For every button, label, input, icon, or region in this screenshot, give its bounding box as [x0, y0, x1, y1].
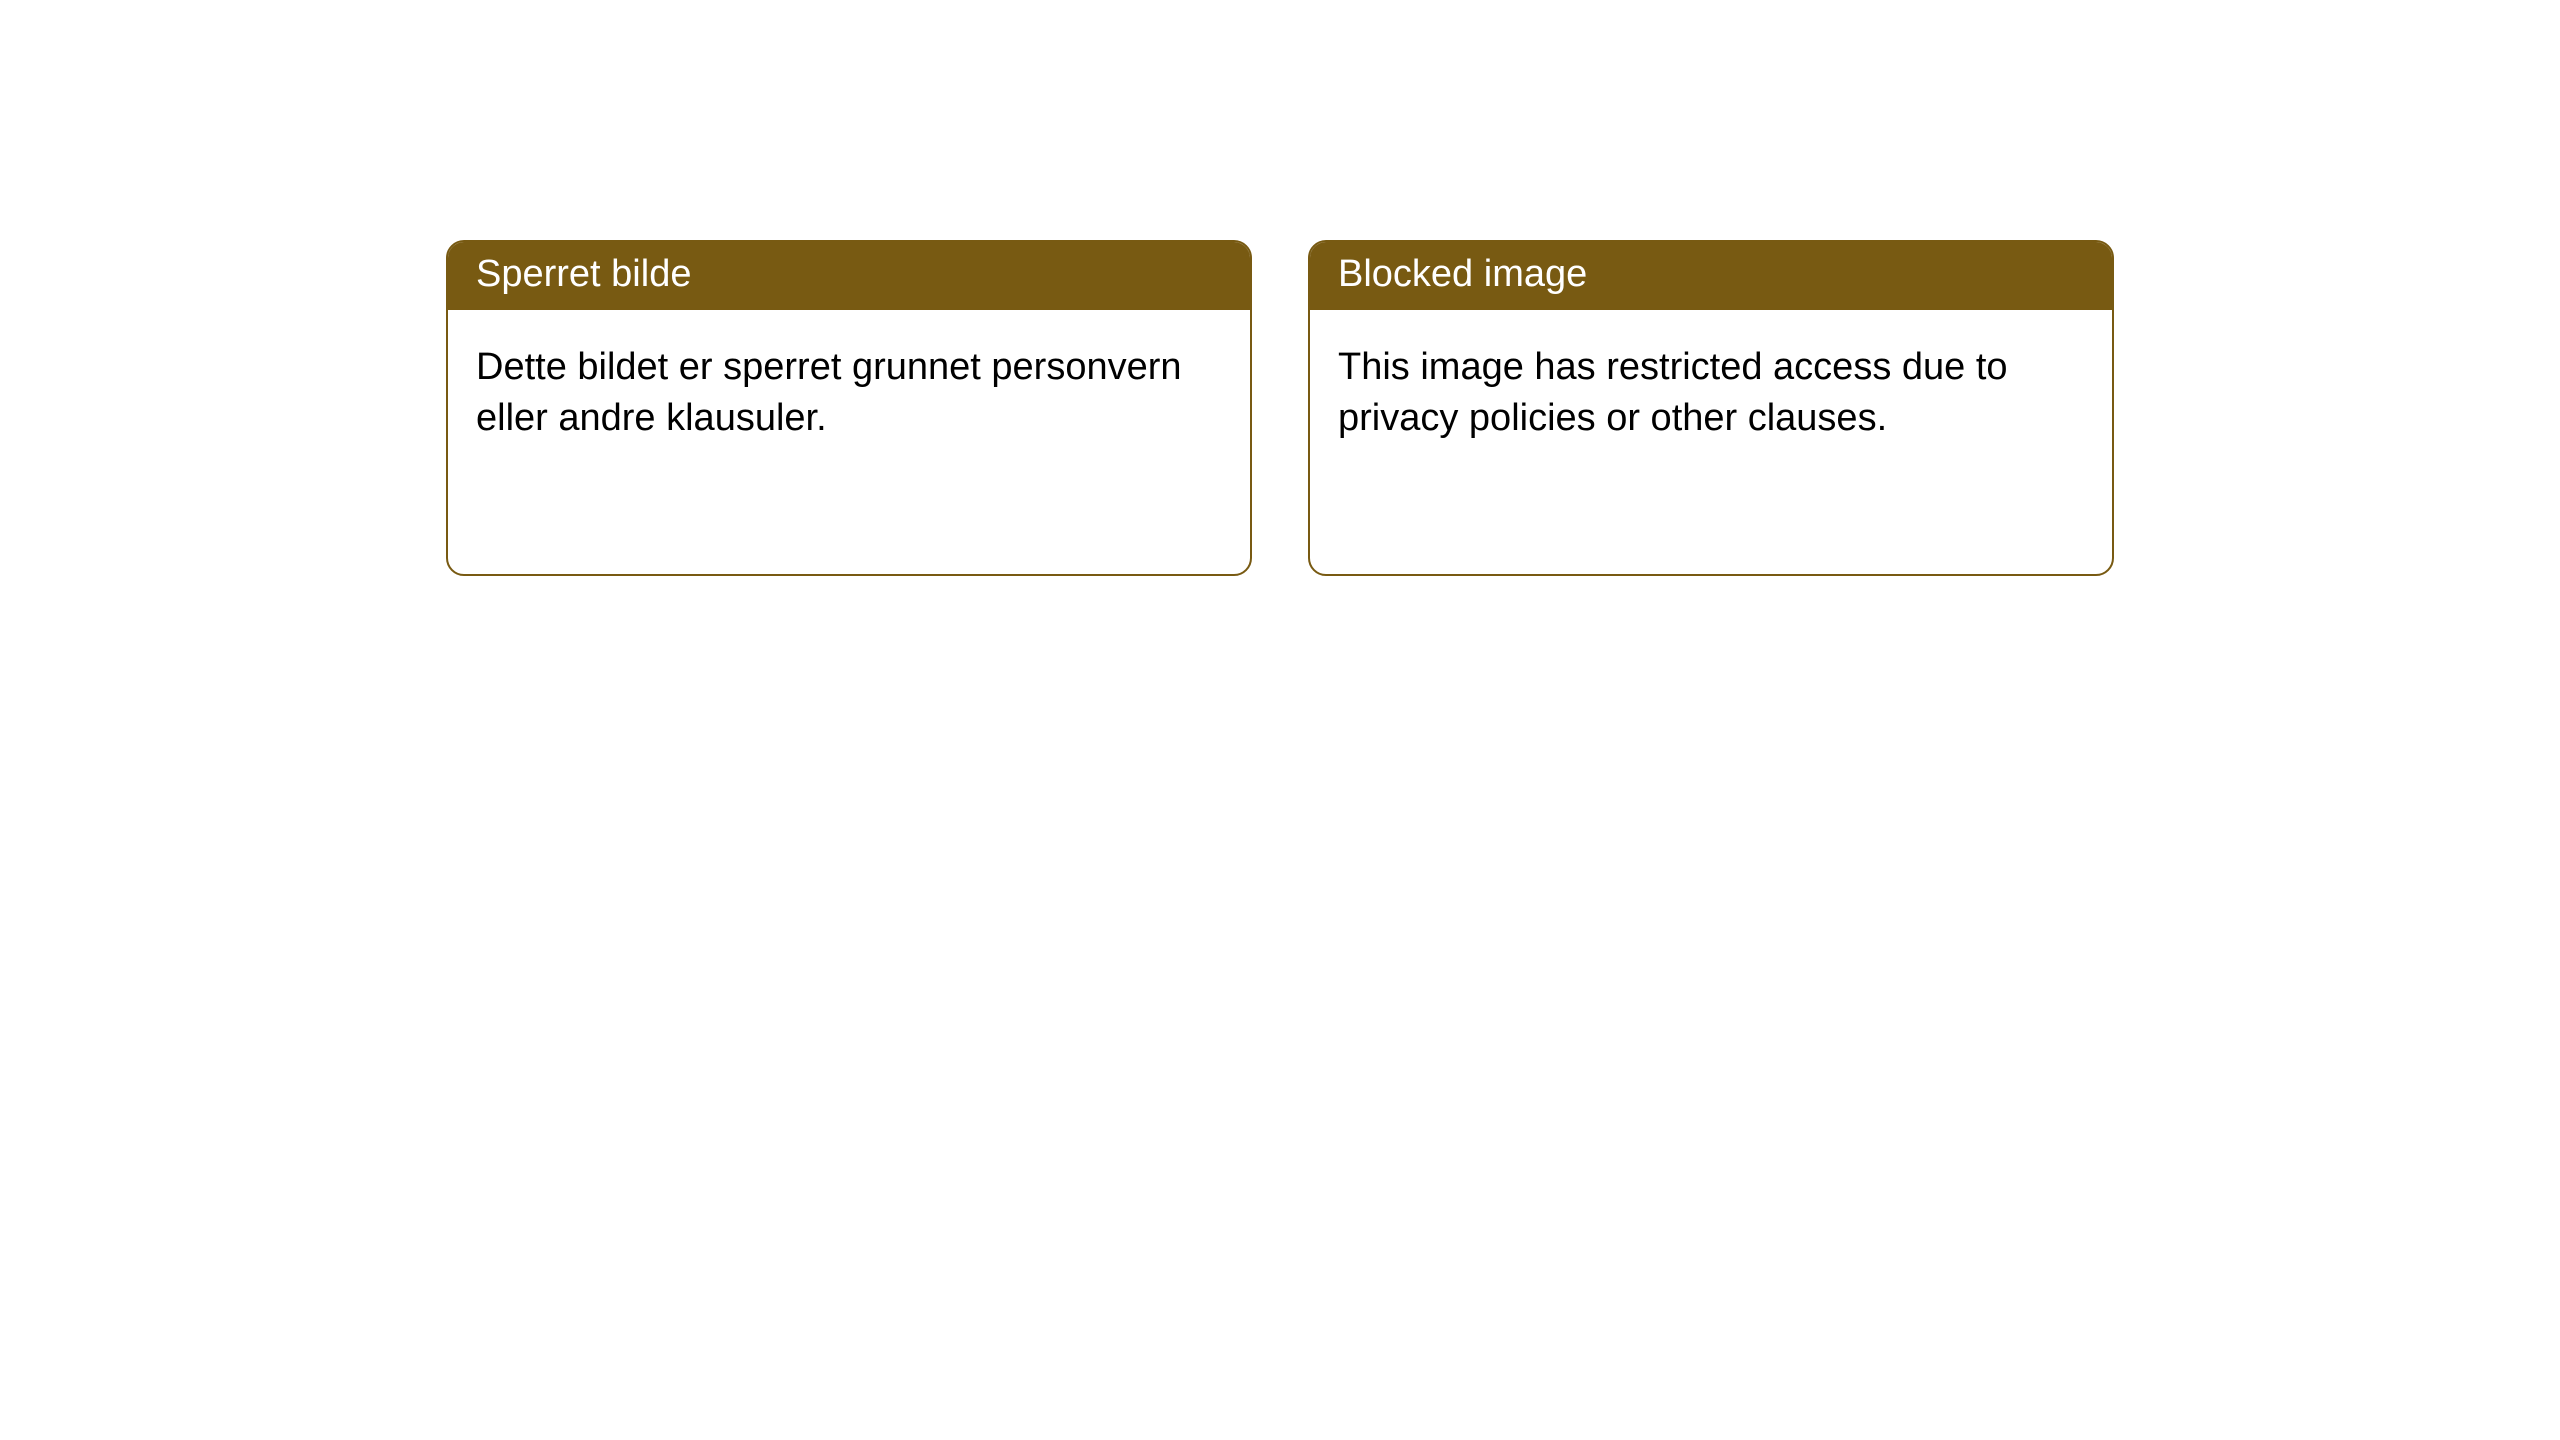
notice-title: Sperret bilde [476, 253, 691, 295]
notice-title: Blocked image [1338, 253, 1587, 295]
notice-header: Blocked image [1310, 242, 2112, 310]
notice-card-norwegian: Sperret bilde Dette bildet er sperret gr… [446, 240, 1252, 576]
notice-body-text: This image has restricted access due to … [1338, 346, 2008, 439]
notice-body-text: Dette bildet er sperret grunnet personve… [476, 346, 1182, 439]
notice-header: Sperret bilde [448, 242, 1250, 310]
notice-body: Dette bildet er sperret grunnet personve… [448, 310, 1250, 477]
notice-body: This image has restricted access due to … [1310, 310, 2112, 477]
notice-card-english: Blocked image This image has restricted … [1308, 240, 2114, 576]
notice-container: Sperret bilde Dette bildet er sperret gr… [0, 0, 2560, 576]
